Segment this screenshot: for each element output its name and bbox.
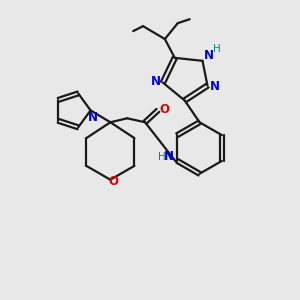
Text: H: H	[212, 44, 220, 54]
Text: N: N	[203, 50, 214, 62]
Text: N: N	[209, 80, 219, 93]
Text: N: N	[151, 75, 161, 88]
Text: H: H	[158, 152, 166, 162]
Text: O: O	[160, 103, 170, 116]
Text: O: O	[108, 175, 118, 188]
Text: N: N	[88, 111, 98, 124]
Text: N: N	[164, 150, 174, 164]
